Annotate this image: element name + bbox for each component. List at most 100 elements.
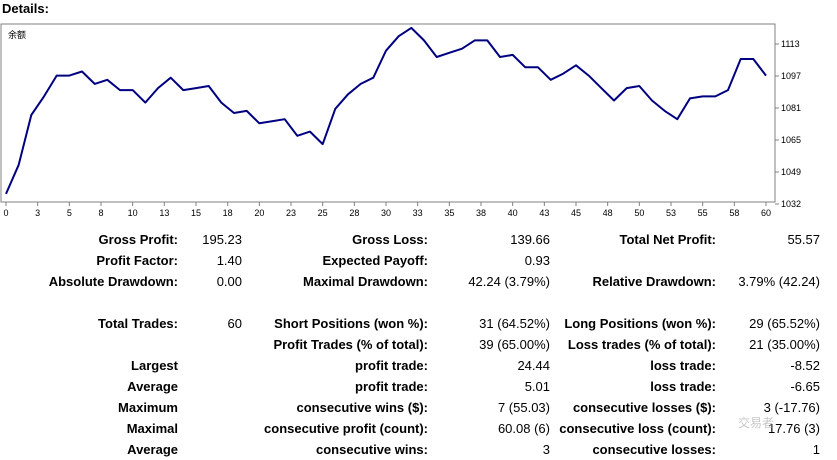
x-tick-label: 15 [191,208,201,218]
long-positions-label: Long Positions (won %): [564,316,716,331]
stats-row-gross: Gross Profit: 195.23 Gross Loss: 139.66 … [0,229,824,250]
absolute-drawdown-value: 0.00 [216,274,242,289]
long-positions-value: 29 (65.52%) [749,316,820,331]
relative-drawdown-label: Relative Drawdown: [592,274,716,289]
average-profit-trade-value: 5.01 [524,379,550,394]
x-tick-label: 5 [67,208,72,218]
empty-value [182,355,246,376]
gross-loss-value: 139.66 [510,232,550,247]
x-tick-label: 25 [318,208,328,218]
x-tick-label: 13 [159,208,169,218]
consecutive-wins-money-label: consecutive wins ($): [296,400,428,415]
largest-profit-trade-label: profit trade: [355,358,428,373]
x-tick-label: 48 [603,208,613,218]
consecutive-wins-money-value: 7 (55.03) [497,400,550,415]
x-tick-label: 3 [35,208,40,218]
x-tick-label: 18 [223,208,233,218]
average-consecutive-wins-value: 3 [542,442,550,457]
average-consecutive-losses-value: 1 [812,442,820,457]
x-tick-label: 60 [761,208,771,218]
x-tick-label: 8 [98,208,103,218]
average-profit-trade-label: profit trade: [355,379,428,394]
stats-row-factor: Profit Factor: 1.40 Expected Payoff: 0.9… [0,250,824,271]
x-tick-label: 28 [349,208,359,218]
stats-row-profit-loss-trades: Profit Trades (% of total): 39 (65.00%) … [0,334,824,355]
consecutive-losses-money-label: consecutive losses ($): [572,400,716,415]
maximal-label: Maximal [126,421,178,436]
gross-loss-label: Gross Loss: [352,232,428,247]
loss-trades-label: Loss trades (% of total): [567,337,716,352]
total-net-profit-label: Total Net Profit: [619,232,716,247]
profit-factor-value: 1.40 [216,253,242,268]
absolute-drawdown-label: Absolute Drawdown: [48,274,178,289]
profit-factor-label: Profit Factor: [96,253,178,268]
profit-trades-label: Profit Trades (% of total): [273,337,428,352]
chart-title: 余额 [8,29,26,40]
consecutive-loss-count-label: consecutive loss (count): [559,421,716,436]
x-tick-label: 55 [698,208,708,218]
relative-drawdown-value: 3.79% (42.24) [738,274,820,289]
empty-label [0,334,182,355]
x-tick-label: 43 [539,208,549,218]
x-tick-label: 53 [666,208,676,218]
stats-row-average: Average profit trade: 5.01 loss trade: -… [0,376,824,397]
average-loss-trade-value: -6.65 [790,379,820,394]
maximal-drawdown-label: Maximal Drawdown: [303,274,428,289]
profit-trades-value: 39 (65.00%) [479,337,550,352]
empty-value [182,376,246,397]
y-tick-label: 1049 [781,167,801,177]
x-tick-label: 30 [381,208,391,218]
largest-loss-trade-label: loss trade: [650,358,716,373]
consecutive-profit-count-label: consecutive profit (count): [264,421,428,436]
short-positions-label: Short Positions (won %): [274,316,428,331]
stats-row-largest: Largest profit trade: 24.44 loss trade: … [0,355,824,376]
empty-label [554,250,720,271]
maximum-label: Maximum [118,400,178,415]
expected-payoff-value: 0.93 [524,253,550,268]
x-tick-label: 58 [729,208,739,218]
maximal-drawdown-value: 42.24 (3.79%) [468,274,550,289]
total-trades-value: 60 [227,316,242,331]
watermark-text: 交易者 [738,416,775,430]
empty-value [720,250,824,271]
x-tick-label: 20 [254,208,264,218]
largest-loss-trade-value: -8.52 [790,358,820,373]
empty-value [182,334,246,355]
consecutive-profit-count-value: 60.08 (6) [497,421,550,436]
details-title: Details: [2,1,49,16]
stats-row-drawdown: Absolute Drawdown: 0.00 Maximal Drawdown… [0,271,824,292]
y-tick-label: 1081 [781,103,801,113]
x-tick-label: 40 [508,208,518,218]
x-tick-label: 35 [444,208,454,218]
x-tick-label: 23 [286,208,296,218]
average-label: Average [127,379,178,394]
chart-plot-area [0,23,776,203]
stats-row-average-consecutive: Average consecutive wins: 3 consecutive … [0,439,824,460]
x-tick-label: 10 [128,208,138,218]
stats-row-maximum: Maximum consecutive wins ($): 7 (55.03) … [0,397,824,418]
x-tick-label: 45 [571,208,581,218]
stats-row-maximal: Maximal consecutive profit (count): 60.0… [0,418,824,439]
stats-spacer [0,292,824,313]
spacer-cell [0,292,824,313]
balance-series-line [5,26,767,195]
stats-row-trades: Total Trades: 60 Short Positions (won %)… [0,313,824,334]
average-loss-trade-label: loss trade: [650,379,716,394]
average-consecutive-label: Average [127,442,178,457]
average-consecutive-wins-label: consecutive wins: [316,442,428,457]
y-axis: 1113 1097 1081 1065 1049 1032 [775,39,801,209]
y-tick-label: 1065 [781,135,801,145]
consecutive-losses-money-value: 3 (-17.76) [763,400,820,415]
average-consecutive-losses-label: consecutive losses: [592,442,716,457]
x-tick-label: 50 [634,208,644,218]
y-tick-label: 1113 [781,39,800,49]
total-net-profit-value: 55.57 [787,232,820,247]
x-tick-label: 33 [413,208,423,218]
largest-profit-trade-value: 24.44 [517,358,550,373]
y-tick-label: 1097 [781,71,801,81]
gross-profit-value: 195.23 [202,232,242,247]
short-positions-value: 31 (64.52%) [479,316,550,331]
expected-payoff-label: Expected Payoff: [322,253,428,268]
empty-value [182,397,246,418]
